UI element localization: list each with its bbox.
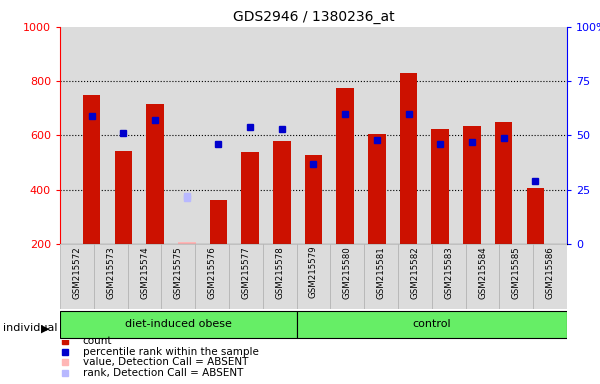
Bar (400, 73, 417, 244)
Text: GSM215578: GSM215578 (275, 246, 284, 298)
Text: individual: individual (3, 323, 58, 333)
Text: rank, Detection Call = ABSENT: rank, Detection Call = ABSENT (83, 368, 243, 378)
Text: GSM215580: GSM215580 (343, 246, 352, 298)
Bar (331, 244, 364, 309)
Bar (364, 244, 398, 309)
Bar (210, 200, 227, 244)
Text: GSM215582: GSM215582 (410, 246, 419, 298)
Text: value, Detection Call = ABSENT: value, Detection Call = ABSENT (83, 358, 248, 367)
Text: count: count (83, 336, 112, 346)
Bar (263, 244, 296, 309)
Text: control: control (412, 319, 451, 329)
Bar (495, 122, 512, 244)
Text: GSM215586: GSM215586 (545, 246, 554, 298)
Text: GSM215579: GSM215579 (309, 246, 318, 298)
Bar (128, 244, 161, 309)
Text: GSM215574: GSM215574 (140, 246, 149, 298)
Bar (533, 244, 567, 309)
Bar (432, 244, 466, 309)
Bar (195, 244, 229, 309)
Bar (527, 188, 544, 244)
Text: diet-induced obese: diet-induced obese (125, 319, 232, 329)
Text: GSM215583: GSM215583 (444, 246, 453, 298)
Bar (146, 104, 164, 244)
Text: percentile rank within the sample: percentile rank within the sample (83, 347, 259, 357)
Bar (115, 151, 132, 244)
Bar (337, 88, 354, 244)
Bar (296, 244, 331, 309)
Bar (296, 311, 567, 338)
Text: GSM215581: GSM215581 (377, 246, 386, 298)
Bar (431, 129, 449, 244)
Bar (94, 244, 128, 309)
Bar (499, 244, 533, 309)
Bar (241, 152, 259, 244)
Bar (305, 155, 322, 244)
Bar (466, 244, 499, 309)
Text: GSM215572: GSM215572 (73, 246, 82, 298)
Bar (398, 244, 432, 309)
Text: GSM215576: GSM215576 (208, 246, 217, 298)
Text: ▶: ▶ (41, 323, 49, 333)
Text: GSM215584: GSM215584 (478, 246, 487, 298)
Bar (178, 242, 196, 244)
Bar (83, 95, 100, 244)
Title: GDS2946 / 1380236_at: GDS2946 / 1380236_at (233, 10, 394, 25)
Text: GSM215575: GSM215575 (174, 246, 183, 298)
Bar (463, 126, 481, 244)
Bar (60, 311, 296, 338)
Bar (60, 244, 94, 309)
Bar (273, 141, 290, 244)
Bar (161, 244, 195, 309)
Bar (229, 244, 263, 309)
Bar (368, 134, 386, 244)
Text: GSM215585: GSM215585 (512, 246, 521, 298)
Text: GSM215577: GSM215577 (241, 246, 250, 298)
Text: GSM215573: GSM215573 (106, 246, 115, 298)
